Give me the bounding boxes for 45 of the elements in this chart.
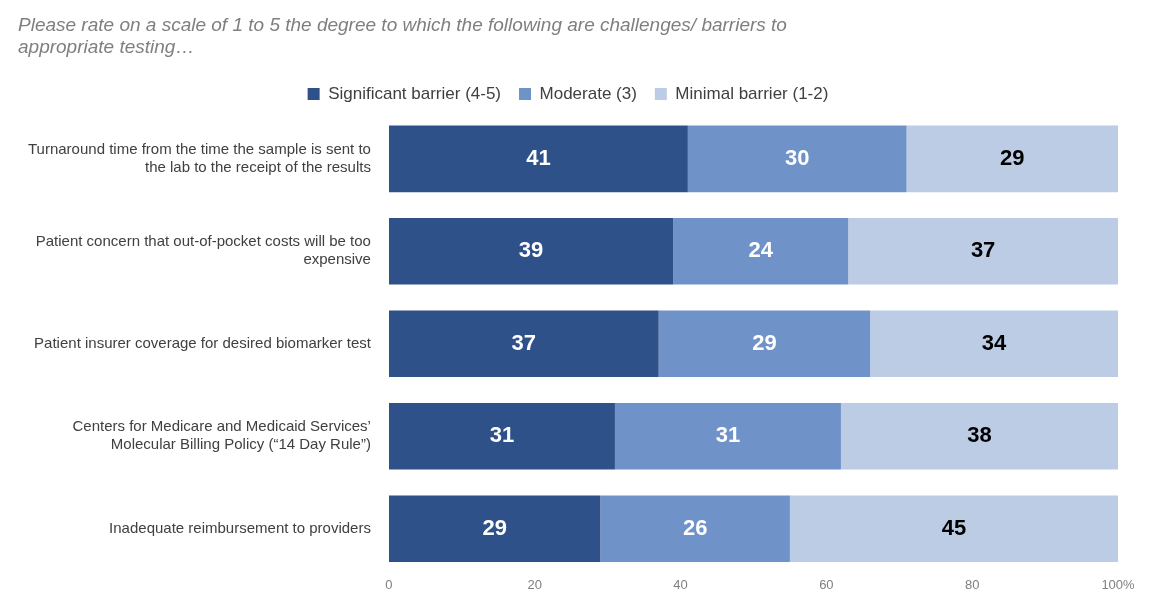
- bar: [870, 310, 1118, 378]
- data-label: 37: [970, 237, 996, 263]
- x-tick-label: 0: [385, 577, 393, 593]
- bar: [388, 495, 601, 563]
- bar: [388, 310, 659, 378]
- y-tick-label: Patient concern that out-of-pocket costs will be too expensive: [35, 232, 371, 268]
- bar: [388, 402, 615, 470]
- bar: [388, 218, 674, 285]
- x-tick-label: 40: [673, 577, 688, 593]
- bar: [614, 402, 841, 470]
- data-label: 29: [752, 329, 777, 355]
- data-label: 26: [682, 514, 708, 540]
- bar: [658, 310, 871, 378]
- bar: [388, 125, 688, 193]
- legend-label: Minimal barrier (1-2): [675, 83, 829, 103]
- data-label: 30: [784, 144, 810, 170]
- data-label: 41: [526, 144, 551, 170]
- data-label: 29: [482, 514, 507, 540]
- data-label: 31: [715, 422, 741, 448]
- bar: [848, 218, 1118, 285]
- data-label: 29: [1000, 144, 1025, 170]
- y-tick-label: Centers for Medicare and Medicaid Services’ Molecular Billing Policy (“14 Day Rule”): [72, 417, 371, 453]
- data-label: 39: [518, 237, 544, 263]
- bar: [687, 125, 907, 193]
- data-label: 24: [748, 237, 774, 263]
- x-tick-label: 80: [964, 577, 980, 593]
- y-tick-label: Turnaround time from the time the sample is sent to the lab to the receipt of the results: [27, 139, 371, 175]
- x-tick-label: 20: [527, 577, 542, 593]
- bar: [789, 495, 1118, 563]
- bar: [840, 402, 1118, 470]
- x-tick-label: 100%: [1101, 577, 1136, 593]
- bar: [600, 495, 790, 563]
- chart-title: Please rate on a scale of 1 to 5 the degree to which the following are challenges/ barriers to appropriate testing…: [18, 13, 787, 58]
- legend-label: Significant barrier (4-5): [328, 83, 502, 103]
- bar: [673, 218, 849, 285]
- data-label: 45: [941, 514, 967, 540]
- y-tick-label: Patient insurer coverage for desired biomarker test: [34, 333, 372, 351]
- legend-label: Moderate (3): [539, 83, 637, 103]
- data-label: 34: [981, 329, 1008, 355]
- y-tick-label: Inadequate reimbursement to providers: [109, 518, 371, 536]
- data-label: 38: [967, 422, 992, 448]
- data-label: 31: [489, 422, 515, 448]
- bar: [906, 125, 1118, 193]
- x-tick-label: 60: [819, 577, 834, 593]
- data-label: 37: [511, 329, 537, 355]
